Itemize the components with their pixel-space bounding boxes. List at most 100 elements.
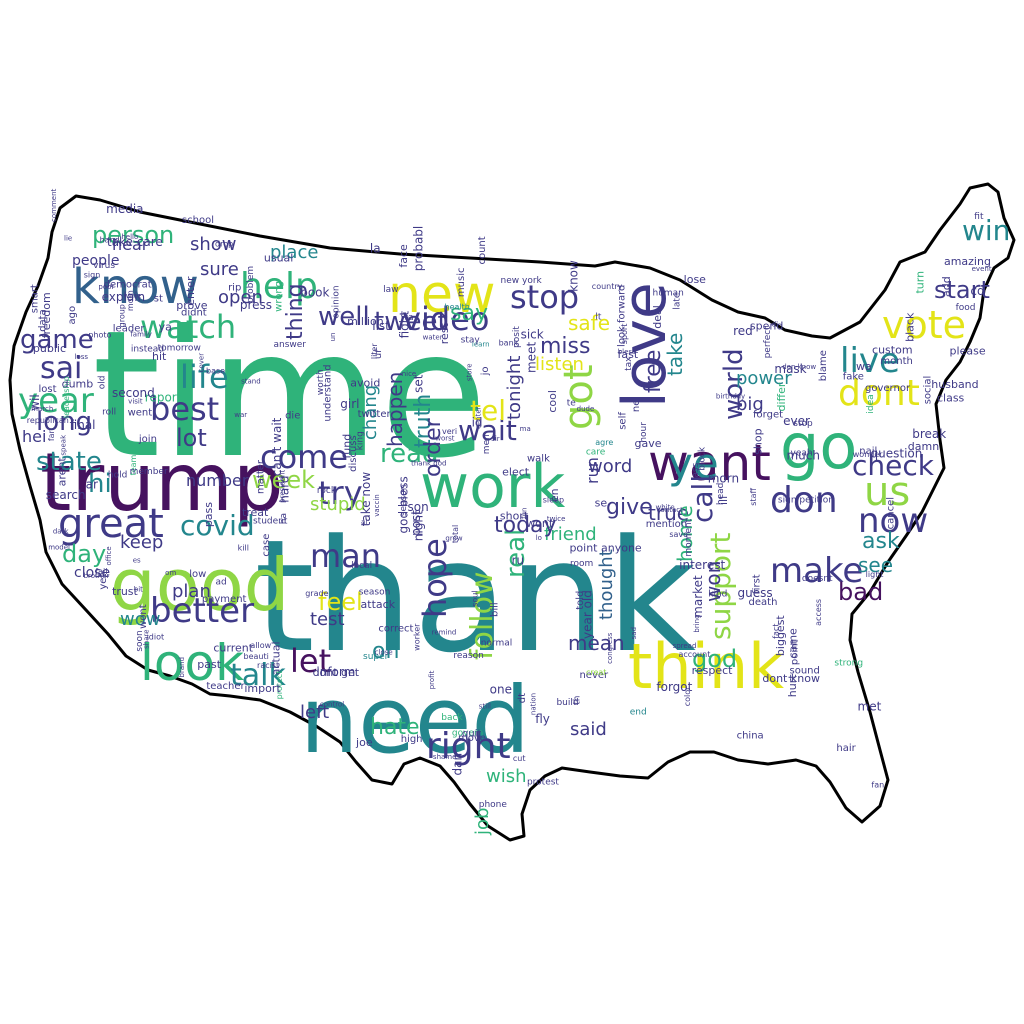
word-live: live [840,341,900,381]
word-event: event [972,265,992,273]
word-trust: trust [112,585,139,598]
word-racist: racist [257,661,279,670]
word-us: us [864,469,910,515]
word-smart: smart [29,284,40,313]
word-elect: elect [502,465,530,478]
word-data: data [37,309,48,332]
word-forget: forget [753,410,783,421]
word-let: let [290,642,331,680]
word-love: love [610,282,680,408]
word-number: number [186,471,249,490]
word-hear: hear [112,235,149,254]
word-write: write [123,292,141,300]
word-god-bless: god bless [397,476,411,533]
word-wow: wow [120,609,160,630]
word-agre: agre [595,438,613,447]
word-idiot: idiot [147,633,165,642]
word-hate: hate [370,715,420,740]
word-instead: instead [131,344,164,354]
word-list: list [372,319,390,333]
word-soul: soul [471,590,480,606]
word-year-old: year old [581,590,595,639]
word-can-t-wait: can't wait [270,417,284,476]
word-husband: husband [931,378,978,391]
word-block: block [698,446,708,471]
word-leader: leader [113,324,146,335]
word-leadership: leadership [62,376,71,418]
word-order: order [421,417,446,477]
word-turn: turn [913,271,926,294]
word-class: class [937,391,965,404]
word-home: home [673,505,697,562]
word-amazing: amazing [944,255,991,268]
word-group: group [117,304,126,327]
word-march: march [31,405,53,413]
word-model: model [48,544,70,552]
word-dont: dont [838,373,920,414]
word-today: today [494,513,557,538]
word-tax: tax [624,356,634,371]
word-ru: ru [512,554,525,568]
word-son: son [407,500,428,514]
word-good: good [110,543,290,627]
word-tel: tel [470,394,506,427]
word-end: end [630,707,647,717]
word-treat: treat [242,506,269,519]
word-worst: worst [435,435,455,443]
word-lt: lt [595,313,602,323]
word-break: break [912,427,946,441]
word-thing: thing [283,283,308,340]
word-school: school [182,215,214,226]
word-head: head [716,483,726,505]
word-don-know: don know [782,363,816,371]
word-wonder: wonder [853,450,884,459]
word-stay: stay [461,336,481,346]
word-fast: fast [618,348,639,361]
word-met: met [858,700,882,714]
word-om: om [165,569,176,577]
word-comment: comment [50,188,58,222]
word-still: still [479,702,491,710]
word-govern: govern [452,729,483,739]
word-brand: brand [178,657,186,678]
word-ha: ha [279,513,289,524]
word-man: man [310,537,381,575]
word-fight: fight [398,311,412,339]
word-fun: fun [521,507,529,518]
word-ill: ill [717,496,730,505]
word-attack: attack [361,598,396,611]
word-twitter: twitter [358,409,392,420]
word-say: say [450,301,488,326]
word-past: past [197,658,221,671]
word-join: join [138,434,157,445]
word-make: make [770,551,863,591]
word-th: th [572,695,582,704]
word-miss: miss [540,334,590,359]
word-add: add [940,276,953,297]
word-grow: grow [445,535,462,543]
word-explain: explain [102,290,146,304]
word-market: market [691,575,705,618]
word-test: test [310,609,345,630]
word-help: help [240,266,318,307]
word-share: share [143,629,151,648]
word-start: start [934,276,990,304]
word-move: move [458,733,486,744]
word-color: color [683,686,692,706]
word-kill: kill [238,544,249,553]
word-bad: bad [838,578,883,606]
word-day: day [62,540,106,568]
word-come: come [260,438,348,476]
word-morn: morn [126,290,135,311]
word-perfect: perfect [763,326,773,359]
word-cool: cool [546,390,559,413]
word-point-anyone: point anyone [569,541,641,554]
word-won: won [701,561,725,602]
word-local: local [351,561,372,571]
word-payment: payment [202,594,247,605]
word-save: save [669,530,688,539]
word-inform: inform [316,665,355,679]
word-learn: learn [472,340,490,348]
word-differ: differ [775,382,788,411]
word-sad: sad [630,627,638,639]
